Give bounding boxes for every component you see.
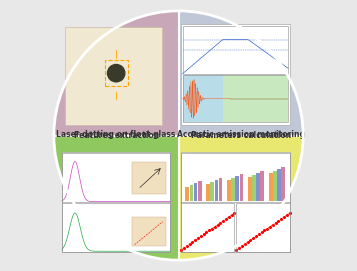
Bar <box>227 180 231 201</box>
Point <box>248 238 253 242</box>
Bar <box>281 167 285 201</box>
Text: Parameters calculation: Parameters calculation <box>191 131 291 140</box>
Bar <box>185 187 189 201</box>
Bar <box>240 174 243 201</box>
Point <box>201 232 206 237</box>
Wedge shape <box>178 136 303 260</box>
Bar <box>182 26 288 74</box>
Bar <box>182 75 288 122</box>
Point <box>212 224 218 229</box>
Point <box>233 248 239 252</box>
Bar <box>62 203 170 252</box>
Bar <box>132 162 166 194</box>
FancyBboxPatch shape <box>62 152 170 252</box>
Text: Laser dotting on float glass: Laser dotting on float glass <box>56 130 176 138</box>
Point <box>206 228 212 233</box>
Point <box>281 215 287 219</box>
Bar <box>210 182 214 201</box>
Point <box>273 221 278 225</box>
Point <box>195 236 201 240</box>
Bar <box>223 75 288 122</box>
Point <box>256 232 262 237</box>
Point <box>242 242 248 246</box>
Bar <box>181 203 234 252</box>
Bar <box>206 184 210 201</box>
Point <box>278 217 284 221</box>
Point <box>181 246 187 250</box>
Wedge shape <box>54 136 178 260</box>
Text: Features extraction: Features extraction <box>74 131 159 140</box>
Bar <box>182 75 223 122</box>
Bar <box>277 169 281 201</box>
Point <box>209 226 215 231</box>
Point <box>284 213 290 217</box>
Point <box>259 230 265 235</box>
Point <box>198 234 203 238</box>
Bar <box>273 171 277 201</box>
Point <box>250 236 256 240</box>
Bar <box>62 153 170 202</box>
Bar <box>105 60 127 86</box>
Bar <box>181 153 290 202</box>
Bar <box>194 183 197 201</box>
Point <box>253 234 259 238</box>
Point <box>192 238 198 242</box>
Point <box>187 242 192 246</box>
Point <box>262 228 267 233</box>
Point <box>267 224 273 229</box>
Bar <box>236 203 290 252</box>
Point <box>226 215 232 219</box>
Bar <box>252 175 256 201</box>
Circle shape <box>107 64 125 82</box>
Point <box>276 219 281 223</box>
Bar <box>231 178 235 201</box>
Point <box>220 219 226 223</box>
Point <box>231 211 237 215</box>
Bar <box>269 173 272 201</box>
Point <box>203 230 209 235</box>
Point <box>223 217 229 221</box>
Point <box>178 248 184 252</box>
Wedge shape <box>178 11 303 136</box>
Bar <box>260 171 264 201</box>
Bar <box>132 217 166 246</box>
Bar <box>219 178 222 201</box>
FancyBboxPatch shape <box>181 152 290 252</box>
Point <box>265 226 270 231</box>
Bar <box>198 181 202 201</box>
Point <box>215 222 220 227</box>
Bar <box>256 173 260 201</box>
Wedge shape <box>54 11 178 136</box>
FancyBboxPatch shape <box>181 24 290 125</box>
Point <box>236 246 242 250</box>
Bar <box>215 180 218 201</box>
Bar <box>248 177 252 201</box>
Point <box>239 244 245 248</box>
Point <box>217 221 223 225</box>
Point <box>270 222 276 227</box>
Point <box>287 211 292 215</box>
FancyBboxPatch shape <box>65 27 162 125</box>
Bar <box>190 185 193 201</box>
Bar <box>235 176 239 201</box>
Point <box>245 240 251 244</box>
Point <box>190 240 195 244</box>
Point <box>184 244 190 248</box>
Text: Acoustic emission monitoring: Acoustic emission monitoring <box>177 130 305 138</box>
Point <box>229 213 235 217</box>
